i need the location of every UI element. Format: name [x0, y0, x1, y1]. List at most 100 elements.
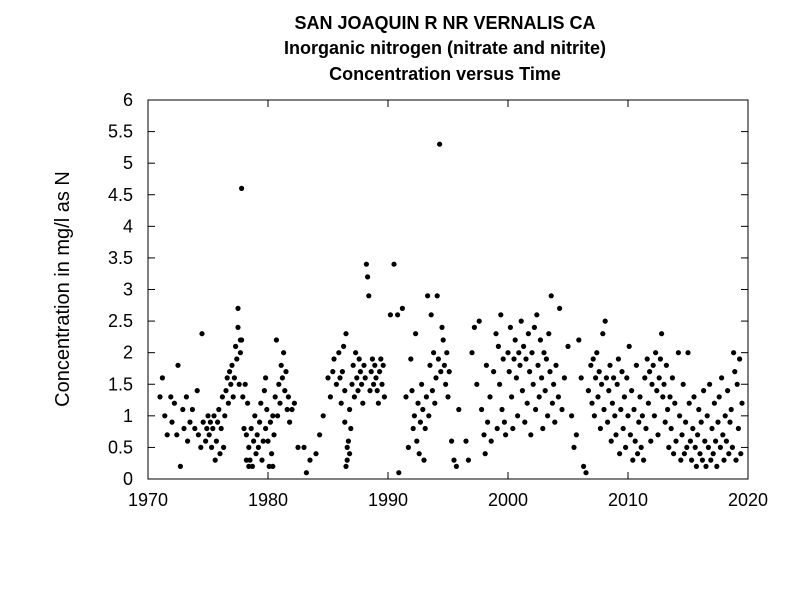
y-tick-label: 0.5: [108, 437, 133, 457]
data-point: [505, 350, 511, 356]
data-point: [243, 457, 249, 463]
data-point: [355, 388, 361, 394]
data-point: [338, 400, 344, 406]
data-point: [437, 141, 443, 147]
data-point: [571, 444, 577, 450]
data-point: [651, 413, 658, 419]
data-point: [721, 457, 727, 463]
data-point: [518, 318, 524, 324]
data-point: [534, 312, 540, 318]
data-point: [497, 381, 503, 387]
data-point: [387, 312, 393, 318]
data-point: [236, 381, 242, 387]
data-point: [333, 381, 339, 387]
data-point: [249, 463, 255, 469]
y-tick-label: 5.5: [108, 122, 133, 142]
data-point: [527, 369, 533, 375]
data-point: [561, 375, 568, 381]
data-point: [537, 337, 544, 343]
data-point: [230, 394, 236, 400]
data-point: [303, 470, 309, 476]
data-point: [491, 369, 497, 375]
data-point: [599, 381, 605, 387]
data-point: [223, 388, 229, 394]
data-point: [482, 451, 488, 457]
data-point: [237, 350, 243, 356]
data-point: [371, 381, 377, 387]
data-point: [434, 293, 440, 299]
x-tick-label: 1990: [368, 490, 408, 510]
data-point: [703, 463, 709, 469]
data-point: [669, 375, 676, 381]
data-point: [275, 413, 281, 419]
data-point: [162, 413, 168, 419]
data-point: [356, 356, 362, 362]
data-point: [192, 425, 198, 432]
data-point: [267, 419, 273, 425]
data-point: [258, 400, 264, 406]
data-point: [498, 312, 504, 318]
data-point: [631, 406, 637, 413]
data-point: [410, 425, 416, 432]
data-point: [255, 444, 261, 450]
data-point: [680, 381, 686, 387]
data-point: [411, 413, 417, 419]
data-point: [507, 324, 513, 330]
data-point: [517, 362, 523, 368]
data-point: [509, 394, 515, 400]
data-point: [613, 432, 619, 438]
data-point: [347, 406, 353, 413]
data-point: [691, 394, 697, 400]
data-point: [342, 419, 348, 425]
data-point: [702, 438, 708, 444]
data-point: [552, 419, 558, 425]
data-point: [710, 451, 716, 457]
data-point: [629, 388, 635, 394]
data-point: [583, 470, 589, 476]
data-point: [542, 388, 548, 394]
data-point: [369, 356, 375, 362]
data-point: [722, 413, 728, 419]
data-point: [289, 406, 295, 413]
data-point: [362, 375, 368, 381]
y-tick-label: 3: [123, 280, 133, 300]
data-point: [347, 451, 353, 457]
data-point: [708, 457, 714, 463]
y-tick-label: 5: [123, 153, 133, 173]
data-point: [643, 425, 649, 432]
data-point: [187, 419, 193, 425]
data-point: [723, 438, 730, 444]
data-point: [276, 381, 282, 387]
data-point: [357, 369, 363, 375]
data-point: [614, 381, 620, 387]
data-point: [361, 362, 367, 368]
data-point: [623, 444, 629, 450]
data-point: [476, 318, 482, 324]
data-point: [705, 444, 712, 450]
data-point: [427, 362, 433, 368]
data-point: [435, 356, 441, 362]
data-point: [704, 413, 710, 419]
data-point: [655, 432, 661, 438]
data-point: [727, 419, 733, 425]
data-point: [713, 438, 719, 444]
data-point: [588, 362, 594, 368]
data-point: [247, 457, 253, 463]
data-point: [576, 337, 582, 343]
data-point: [237, 337, 243, 343]
data-point: [210, 425, 216, 432]
data-point: [415, 400, 421, 406]
data-point: [673, 438, 679, 444]
data-point: [711, 400, 718, 406]
data-point: [283, 369, 289, 375]
chart-title-line-3: Concentration versus Time: [329, 64, 561, 84]
data-point: [479, 406, 485, 413]
data-point: [177, 463, 183, 469]
data-point: [605, 419, 611, 425]
data-point: [559, 406, 565, 413]
data-point: [630, 457, 636, 463]
data-point: [695, 432, 701, 438]
data-point: [512, 337, 518, 343]
data-point: [432, 400, 438, 406]
data-point: [344, 444, 350, 450]
